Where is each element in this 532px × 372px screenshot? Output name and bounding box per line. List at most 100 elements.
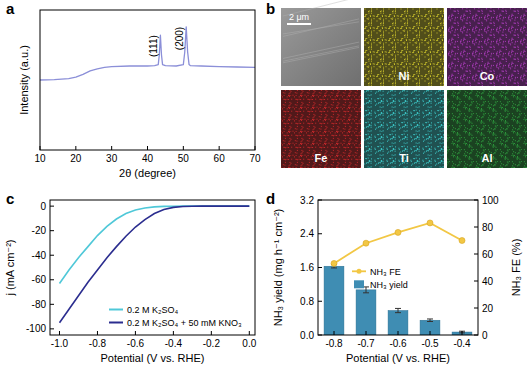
error-cap: [363, 292, 369, 293]
panel-label: b: [266, 0, 275, 17]
y-tick: [50, 206, 54, 207]
sem-image: [281, 8, 361, 86]
x-tick-label: -1.0: [51, 338, 69, 349]
y-tick-label: -20: [32, 225, 47, 236]
scale-bar: [287, 23, 311, 25]
x-tick-label: -0.4: [453, 338, 471, 349]
sem-streak: [283, 46, 359, 61]
y-tick-label: 1.6: [300, 262, 314, 273]
x-tick: [97, 331, 98, 335]
error-bar: [395, 308, 401, 312]
legend-label: 0.2 M K₂SO₄ + 50 mM KNO₃: [127, 318, 242, 328]
x-tick-label: -0.6: [389, 338, 407, 349]
x-tick: [219, 146, 220, 150]
x-tick-label: 40: [142, 153, 154, 164]
y-tick-label: 0.8: [300, 296, 314, 307]
x-tick-label: 50: [178, 153, 190, 164]
y2-tick: [474, 335, 478, 336]
x-tick-label: 20: [70, 153, 82, 164]
y2-tick: [474, 227, 478, 228]
x-tick: [147, 146, 148, 150]
y2-tick: [474, 200, 478, 201]
eds-tint: [447, 90, 527, 168]
plot-area: [59, 206, 249, 323]
legend-marker: [357, 269, 362, 274]
element-label: Fe: [315, 152, 328, 164]
y-tick-label: -60: [32, 274, 47, 285]
x-tick: [430, 331, 431, 335]
y-tick: [50, 230, 54, 231]
element-label: Al: [482, 152, 493, 164]
lsv-line: [59, 206, 249, 323]
panel-label: d: [266, 190, 275, 207]
error-bar: [427, 319, 433, 322]
eds-map: [447, 8, 527, 86]
error-cap: [395, 308, 401, 309]
eds-tint: [364, 90, 444, 168]
sem-streak: [283, 47, 359, 62]
eds-map: [364, 90, 444, 168]
y-axis-title: j (mA cm⁻²): [4, 240, 16, 297]
y-tick: [50, 328, 54, 329]
x-tick: [249, 331, 250, 335]
y-tick-label: 0.0: [300, 330, 314, 341]
y-tick: [318, 335, 322, 336]
fe-point: [427, 220, 433, 226]
peak-label: (111): [148, 35, 159, 57]
x-tick: [211, 331, 212, 335]
error-cap: [427, 321, 433, 322]
x-tick-label: -0.4: [165, 338, 183, 349]
y-tick: [50, 279, 54, 280]
peak-label: (200): [174, 27, 185, 50]
fe-point: [331, 260, 337, 266]
x-tick-label: 30: [106, 153, 118, 164]
x-tick-label: -0.2: [203, 338, 221, 349]
sem-streak: [283, 42, 359, 58]
error-line: [398, 308, 399, 312]
element-label: Ti: [399, 152, 409, 164]
y-axis-title: Intensity (a.u.): [18, 45, 30, 115]
plot-area: [40, 27, 255, 80]
x-tick: [75, 146, 76, 150]
fe-line: [334, 223, 462, 264]
fe-point: [363, 240, 369, 246]
y-tick-label: -80: [32, 299, 47, 310]
fe-point: [459, 238, 465, 244]
panel-label: a: [6, 0, 15, 17]
element-label: Ni: [399, 70, 410, 82]
scale-bar-label: 2 μm: [289, 12, 309, 22]
y-tick-label: 0: [40, 201, 46, 212]
x-tick: [173, 331, 174, 335]
x-tick: [255, 146, 256, 150]
legend-label: 0.2 M K₂SO₄: [127, 305, 179, 315]
bar: [324, 266, 344, 335]
x-tick-label: 60: [214, 153, 226, 164]
y-tick: [318, 233, 322, 234]
legend: NH₃ FENH₃ yield: [352, 267, 408, 290]
y-tick: [50, 255, 54, 256]
error-cap: [395, 312, 401, 313]
fe-point: [395, 229, 401, 235]
plot-frame: [318, 200, 478, 335]
legend-swatch: [109, 322, 123, 324]
y-tick: [318, 200, 322, 201]
legend-swatch: [354, 280, 364, 288]
x-tick: [111, 146, 112, 150]
eds-tint: [447, 8, 527, 86]
y-tick-label: 2.4: [300, 228, 314, 239]
x-axis-title: Potential (V vs. RHE): [346, 352, 450, 364]
bar: [420, 320, 440, 335]
error-line: [366, 287, 367, 293]
eds-map: [447, 90, 527, 168]
x-tick: [398, 331, 399, 335]
lsv-line: [59, 206, 249, 283]
plot-frame: [50, 200, 255, 335]
plot-frame: [40, 10, 255, 150]
y-tick-label: 3.2: [300, 195, 314, 206]
y2-tick: [474, 308, 478, 309]
x-tick-label: -0.7: [357, 338, 375, 349]
x-tick-label: -0.6: [127, 338, 145, 349]
eds-map: [364, 8, 444, 86]
plot-area: [324, 220, 472, 335]
y-tick-label: -100: [26, 323, 46, 334]
